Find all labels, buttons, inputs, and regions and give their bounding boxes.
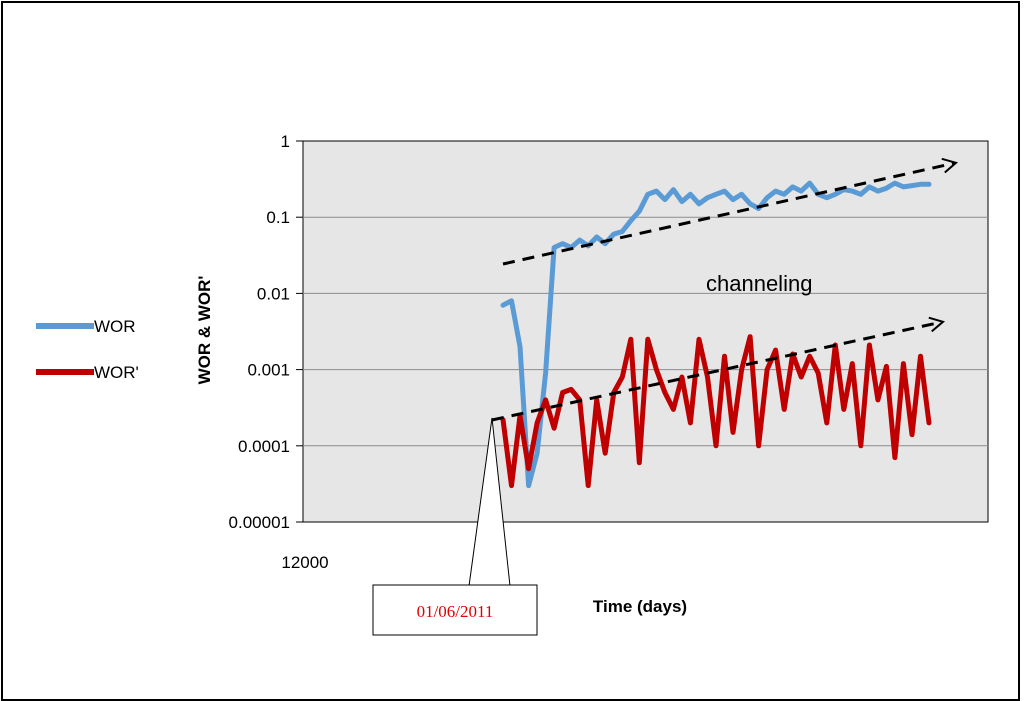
y-tick-label: 0.01	[257, 284, 290, 303]
date-callout-box	[372, 584, 538, 636]
y-tick-label: 0.00001	[229, 513, 290, 532]
legend-label-wor-prime: WOR'	[94, 363, 139, 382]
y-axis-ticks: 1 0.1 0.01 0.001 0.0001 0.00001	[229, 132, 303, 532]
date-callout-text: 01/06/2011	[417, 602, 494, 621]
series-line-wor	[500, 180, 932, 489]
plot-area	[302, 140, 989, 523]
x-axis-ticks: 12000	[281, 553, 328, 572]
channeling-annotation: channeling	[706, 271, 812, 296]
y-tick-label: 0.001	[247, 361, 290, 380]
trend-arrow-lower	[491, 322, 942, 422]
date-callout-pointer	[468, 417, 511, 587]
legend-label-wor: WOR	[94, 317, 136, 336]
x-tick-label: 12000	[281, 553, 328, 572]
y-tick-label: 1	[281, 132, 290, 151]
y-tick-label: 0.1	[266, 208, 290, 227]
trend-arrow-upper	[502, 163, 955, 266]
y-axis-title: WOR & WOR'	[195, 276, 214, 385]
y-tick-label: 0.0001	[238, 437, 290, 456]
series-line-wor-prime	[500, 334, 932, 489]
legend: WOR WOR'	[36, 317, 139, 382]
x-axis-title: Time (days)	[593, 597, 687, 616]
series-layer	[500, 180, 932, 489]
